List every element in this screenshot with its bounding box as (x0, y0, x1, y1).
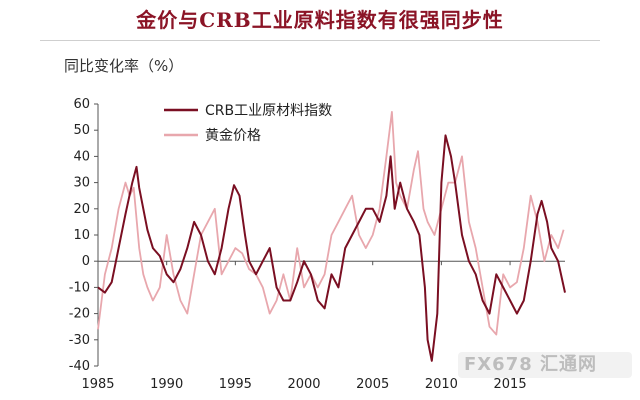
y-tick-label: 60 (73, 97, 90, 112)
x-tick-label: 2005 (356, 377, 389, 392)
y-tick-label: 40 (73, 149, 90, 164)
y-axis-label: 同比变化率（%） (64, 57, 184, 75)
y-tick-label: -20 (69, 307, 90, 322)
watermark-logo: FX678 汇通网 (458, 352, 632, 378)
series-line-gold (97, 111, 565, 336)
y-tick-label: -30 (69, 333, 90, 348)
x-tick-label: 1995 (219, 377, 252, 392)
title-divider (40, 40, 600, 41)
x-tick-label: 1985 (81, 377, 114, 392)
y-tick-label: -40 (69, 359, 90, 374)
x-tick-label: 2015 (494, 377, 527, 392)
series-line-crb (97, 134, 566, 362)
y-tick-label: 30 (73, 176, 90, 191)
x-tick-label: 2000 (287, 377, 320, 392)
chart-title: 金价与CRB工业原料指数有很强同步性 (136, 8, 504, 32)
legend-label-gold: 黄金价格 (205, 127, 261, 144)
x-tick-label: 1990 (150, 377, 183, 392)
axes: -40 -30 -20 -10 0 10 20 30 40 50 60 1985 1990 1995 200… (69, 97, 565, 392)
y-tick-label: 20 (73, 202, 90, 217)
y-tick-label: 0 (82, 254, 90, 269)
series-layer (97, 111, 566, 362)
y-tick-label: 10 (73, 228, 90, 243)
y-tick-label: -10 (69, 280, 90, 295)
x-tick-label: 2010 (425, 377, 458, 392)
legend-label-crb: CRB工业原材料指数 (205, 103, 332, 119)
y-tick-label: 50 (73, 123, 90, 138)
